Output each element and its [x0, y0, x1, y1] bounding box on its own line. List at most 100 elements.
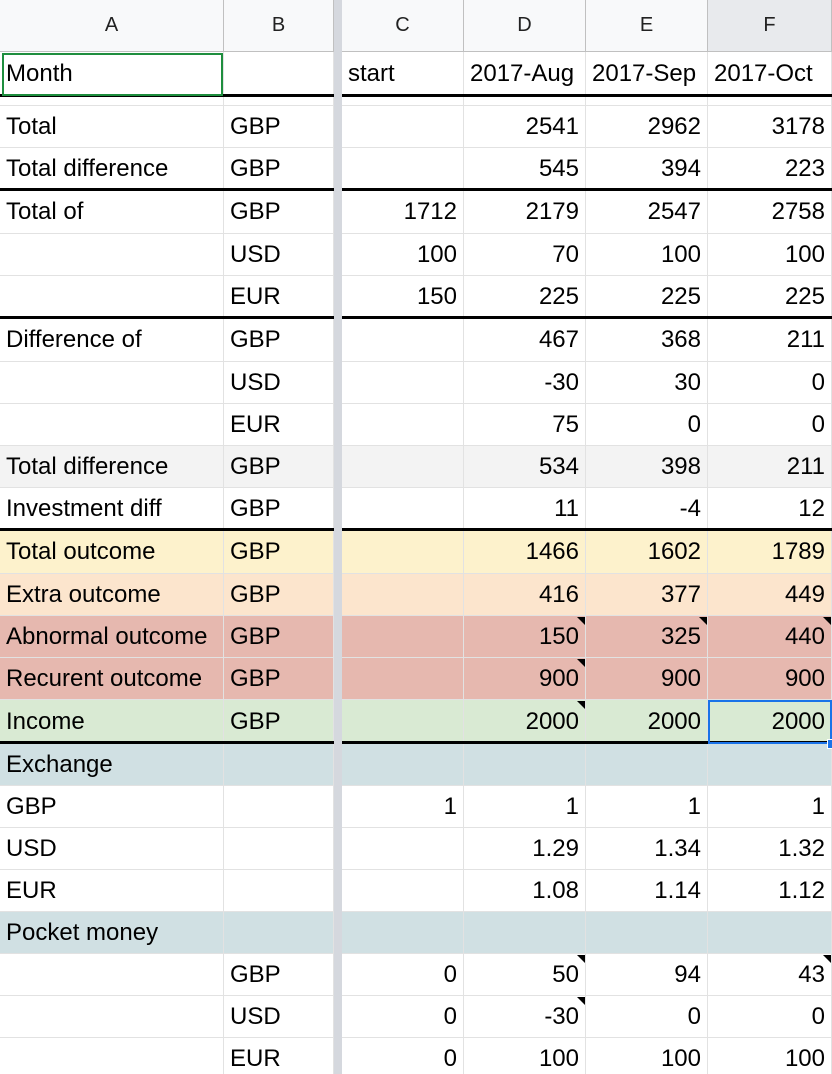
cell-a21[interactable]: EUR — [0, 870, 224, 912]
cell-a19[interactable]: GBP — [0, 786, 224, 828]
cell-e24[interactable]: 0 — [586, 996, 708, 1038]
cell-e7[interactable]: 225 — [586, 276, 708, 318]
cell-f6[interactable]: 100 — [708, 234, 832, 276]
cell-c22[interactable] — [342, 912, 464, 954]
cell-f17[interactable]: 2000 — [708, 700, 832, 744]
cell-f8[interactable]: 211 — [708, 318, 832, 362]
cell-c4[interactable] — [342, 148, 464, 190]
cell-e8[interactable]: 368 — [586, 318, 708, 362]
cell-b14[interactable]: GBP — [224, 574, 334, 616]
cell-c9[interactable] — [342, 362, 464, 404]
cell-b19[interactable] — [224, 786, 334, 828]
cell-f23[interactable]: 43 — [708, 954, 832, 996]
cell-c25[interactable]: 0 — [342, 1038, 464, 1074]
cell-e9[interactable]: 30 — [586, 362, 708, 404]
cell-d11[interactable]: 534 — [464, 446, 586, 488]
cell-a16[interactable]: Recurent outcome — [0, 658, 224, 700]
cell-a8[interactable]: Difference of — [0, 318, 224, 362]
cell-c10[interactable] — [342, 404, 464, 446]
cell-c1[interactable]: start — [342, 52, 464, 96]
cell-e12[interactable]: -4 — [586, 488, 708, 530]
column-header-a[interactable]: A — [0, 0, 224, 52]
cell-b1[interactable] — [224, 52, 334, 96]
cell-c11[interactable] — [342, 446, 464, 488]
cell-f12[interactable]: 12 — [708, 488, 832, 530]
cell-b21[interactable] — [224, 870, 334, 912]
cell-d22[interactable] — [464, 912, 586, 954]
cell-e19[interactable]: 1 — [586, 786, 708, 828]
column-header-d[interactable]: D — [464, 0, 586, 52]
cell-f25[interactable]: 100 — [708, 1038, 832, 1074]
cell-e21[interactable]: 1.14 — [586, 870, 708, 912]
cell-e23[interactable]: 94 — [586, 954, 708, 996]
cell-a5[interactable]: Total of — [0, 190, 224, 234]
cell-b12[interactable]: GBP — [224, 488, 334, 530]
cell-e1[interactable]: 2017-Sep — [586, 52, 708, 96]
cell-f24[interactable]: 0 — [708, 996, 832, 1038]
cell-c15[interactable] — [342, 616, 464, 658]
cell-f20[interactable]: 1.32 — [708, 828, 832, 870]
column-header-f[interactable]: F — [708, 0, 832, 52]
cell-e13[interactable]: 1602 — [586, 530, 708, 574]
cell-c24[interactable]: 0 — [342, 996, 464, 1038]
cell-d8[interactable]: 467 — [464, 318, 586, 362]
column-header-b[interactable]: B — [224, 0, 334, 52]
cell-a14[interactable]: Extra outcome — [0, 574, 224, 616]
cell-d1[interactable]: 2017-Aug — [464, 52, 586, 96]
cell-a6[interactable] — [0, 234, 224, 276]
cell-e18[interactable] — [586, 744, 708, 786]
cell-e16[interactable]: 900 — [586, 658, 708, 700]
cell-a11[interactable]: Total difference — [0, 446, 224, 488]
cell-d24[interactable]: -30 — [464, 996, 586, 1038]
cell-f4[interactable]: 223 — [708, 148, 832, 190]
cell-c3[interactable] — [342, 106, 464, 148]
cell-d16[interactable]: 900 — [464, 658, 586, 700]
cell-a3[interactable]: Total — [0, 106, 224, 148]
column-header-c[interactable]: C — [342, 0, 464, 52]
cell-d15[interactable]: 150 — [464, 616, 586, 658]
cell-a25[interactable] — [0, 1038, 224, 1074]
cell-c18[interactable] — [342, 744, 464, 786]
cell-c23[interactable]: 0 — [342, 954, 464, 996]
cell-e4[interactable]: 394 — [586, 148, 708, 190]
cell-b2[interactable] — [224, 96, 334, 106]
cell-c20[interactable] — [342, 828, 464, 870]
cell-a12[interactable]: Investment diff — [0, 488, 224, 530]
cell-d6[interactable]: 70 — [464, 234, 586, 276]
cell-b13[interactable]: GBP — [224, 530, 334, 574]
cell-b10[interactable]: EUR — [224, 404, 334, 446]
cell-b9[interactable]: USD — [224, 362, 334, 404]
cell-d12[interactable]: 11 — [464, 488, 586, 530]
cell-b23[interactable]: GBP — [224, 954, 334, 996]
cell-e20[interactable]: 1.34 — [586, 828, 708, 870]
cell-d19[interactable]: 1 — [464, 786, 586, 828]
cell-a13[interactable]: Total outcome — [0, 530, 224, 574]
cell-d17[interactable]: 2000 — [464, 700, 586, 744]
cell-a10[interactable] — [0, 404, 224, 446]
cell-c7[interactable]: 150 — [342, 276, 464, 318]
cell-d4[interactable]: 545 — [464, 148, 586, 190]
cell-b15[interactable]: GBP — [224, 616, 334, 658]
cell-b5[interactable]: GBP — [224, 190, 334, 234]
cell-a7[interactable] — [0, 276, 224, 318]
cell-f16[interactable]: 900 — [708, 658, 832, 700]
cell-c5[interactable]: 1712 — [342, 190, 464, 234]
cell-d7[interactable]: 225 — [464, 276, 586, 318]
cell-a18[interactable]: Exchange — [0, 744, 224, 786]
cell-c2[interactable] — [342, 96, 464, 106]
cell-c8[interactable] — [342, 318, 464, 362]
cell-d21[interactable]: 1.08 — [464, 870, 586, 912]
cell-a17[interactable]: Income — [0, 700, 224, 744]
cell-d3[interactable]: 2541 — [464, 106, 586, 148]
cell-f22[interactable] — [708, 912, 832, 954]
cell-a2[interactable] — [0, 96, 224, 106]
cell-b24[interactable]: USD — [224, 996, 334, 1038]
cell-f21[interactable]: 1.12 — [708, 870, 832, 912]
cell-d18[interactable] — [464, 744, 586, 786]
cell-b6[interactable]: USD — [224, 234, 334, 276]
cell-b3[interactable]: GBP — [224, 106, 334, 148]
cell-f15[interactable]: 440 — [708, 616, 832, 658]
cell-e6[interactable]: 100 — [586, 234, 708, 276]
cell-f9[interactable]: 0 — [708, 362, 832, 404]
